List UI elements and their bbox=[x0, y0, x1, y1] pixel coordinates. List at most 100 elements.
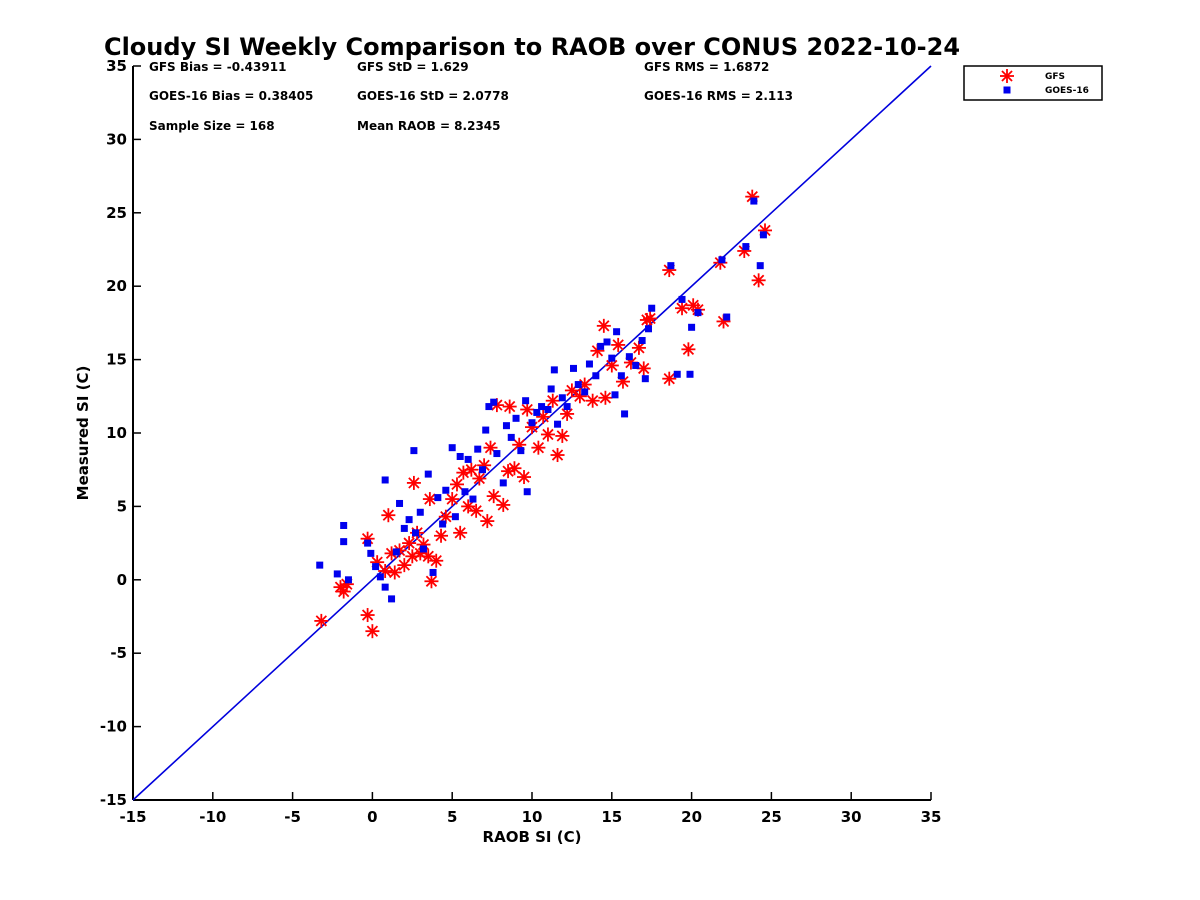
goes-16-point bbox=[416, 508, 424, 516]
goes-16-point bbox=[474, 445, 482, 453]
y-tick-label: 35 bbox=[106, 57, 127, 75]
y-ticks: -15 -10 -5 0 5 10 15 20 25 30 35 bbox=[100, 57, 141, 809]
goes-16-point bbox=[405, 516, 413, 524]
mean-raob-text: Mean RAOB = 8.2345 bbox=[357, 119, 501, 133]
goes-16-point bbox=[592, 372, 600, 380]
goes-16-point bbox=[621, 410, 629, 418]
goes-16-point bbox=[597, 342, 605, 350]
goes-16-point bbox=[499, 479, 507, 487]
goes-16-point bbox=[563, 403, 571, 411]
y-tick-label: -5 bbox=[110, 644, 127, 662]
gfs-std-text: GFS StD = 1.629 bbox=[357, 60, 469, 74]
goes-rms-text: GOES-16 RMS = 2.113 bbox=[644, 89, 793, 103]
gfs-series bbox=[314, 189, 773, 639]
goes-16-point bbox=[554, 420, 562, 428]
gfs-point bbox=[402, 536, 417, 551]
goes-16-point bbox=[673, 370, 681, 378]
chart-title: Cloudy SI Weekly Comparison to RAOB over… bbox=[104, 33, 960, 61]
goes-16-point bbox=[344, 576, 352, 584]
goes-16-point bbox=[638, 337, 646, 345]
gfs-point bbox=[681, 342, 696, 357]
goes-16-point bbox=[490, 398, 498, 406]
goes-16-point bbox=[544, 406, 552, 414]
goes-16-point bbox=[750, 197, 758, 205]
goes-16-point bbox=[451, 513, 459, 521]
gfs-point bbox=[675, 301, 690, 316]
x-tick-label: -15 bbox=[119, 808, 146, 826]
x-ticks: -15 -10 -5 0 5 10 15 20 25 30 35 bbox=[119, 792, 941, 826]
goes-16-point bbox=[367, 549, 375, 557]
x-tick-label: 35 bbox=[921, 808, 942, 826]
x-tick-label: -10 bbox=[199, 808, 226, 826]
goes-16-point bbox=[641, 375, 649, 383]
legend-goes-16-label: GOES-16 bbox=[1045, 86, 1089, 96]
goes-16-point bbox=[512, 414, 520, 422]
gfs-point bbox=[540, 427, 555, 442]
gfs-point bbox=[496, 497, 511, 512]
gfs-point bbox=[381, 508, 396, 523]
y-axis-title: Measured SI (C) bbox=[74, 366, 92, 501]
goes-16-point bbox=[617, 372, 625, 380]
gfs-point bbox=[483, 440, 498, 455]
goes-16-point bbox=[434, 494, 442, 502]
goes-16-point bbox=[611, 391, 619, 399]
sample-size-text: Sample Size = 168 bbox=[149, 119, 275, 133]
goes-16-point bbox=[522, 397, 530, 405]
goes-16-point bbox=[388, 595, 396, 603]
goes-16-point bbox=[718, 256, 726, 264]
goes-16-point bbox=[533, 408, 541, 416]
legend-gfs-label: GFS bbox=[1045, 72, 1065, 82]
goes-16-point bbox=[372, 563, 380, 571]
goes-16-point bbox=[482, 426, 490, 434]
gfs-point bbox=[1000, 69, 1014, 83]
goes-16-point bbox=[1003, 86, 1011, 94]
y-tick-label: 25 bbox=[106, 204, 127, 222]
goes-16-point bbox=[574, 381, 582, 389]
goes-16-point bbox=[411, 529, 419, 537]
gfs-point bbox=[434, 528, 449, 543]
goes-16-point bbox=[569, 364, 577, 372]
gfs-point bbox=[445, 492, 460, 507]
y-tick-label: -10 bbox=[100, 718, 127, 736]
x-tick-label: 30 bbox=[841, 808, 862, 826]
goes-16-point bbox=[424, 470, 432, 478]
x-tick-label: 10 bbox=[522, 808, 543, 826]
goes-16-point bbox=[333, 570, 341, 578]
goes-16-point bbox=[464, 455, 472, 463]
goes-16-point bbox=[493, 450, 501, 458]
goes-16-series bbox=[316, 197, 767, 603]
gfs-point bbox=[453, 525, 468, 540]
x-tick-label: 15 bbox=[601, 808, 622, 826]
goes-16-point bbox=[461, 488, 469, 496]
y-tick-label: 10 bbox=[106, 424, 127, 442]
goes-16-point bbox=[364, 539, 372, 547]
goes-16-point bbox=[340, 521, 348, 529]
goes-16-point bbox=[759, 231, 767, 239]
gfs-point bbox=[365, 624, 380, 639]
gfs-point bbox=[531, 440, 546, 455]
gfs-point bbox=[545, 393, 560, 408]
goes-16-point bbox=[517, 447, 525, 455]
gfs-point bbox=[751, 273, 766, 288]
gfs-rms-text: GFS RMS = 1.6872 bbox=[644, 60, 769, 74]
legend-gfs-marker bbox=[1000, 69, 1014, 83]
goes-16-point bbox=[340, 538, 348, 546]
y-tick-label: 0 bbox=[117, 571, 127, 589]
gfs-point bbox=[480, 514, 495, 529]
gfs-point bbox=[429, 553, 444, 568]
goes-bias-text: GOES-16 Bias = 0.38405 bbox=[149, 89, 313, 103]
gfs-point bbox=[611, 337, 626, 352]
y-tick-label: 15 bbox=[106, 351, 127, 369]
goes-16-point bbox=[645, 325, 653, 333]
goes-16-point bbox=[448, 444, 456, 452]
goes-16-point bbox=[419, 545, 427, 553]
goes-16-point bbox=[603, 338, 611, 346]
gfs-point bbox=[502, 399, 517, 414]
goes-16-point bbox=[316, 561, 324, 569]
y-tick-label: 30 bbox=[106, 130, 127, 148]
goes-16-point bbox=[523, 488, 531, 496]
goes-16-point bbox=[667, 262, 675, 270]
x-axis-title: RAOB SI (C) bbox=[483, 828, 582, 846]
gfs-point bbox=[517, 470, 532, 485]
